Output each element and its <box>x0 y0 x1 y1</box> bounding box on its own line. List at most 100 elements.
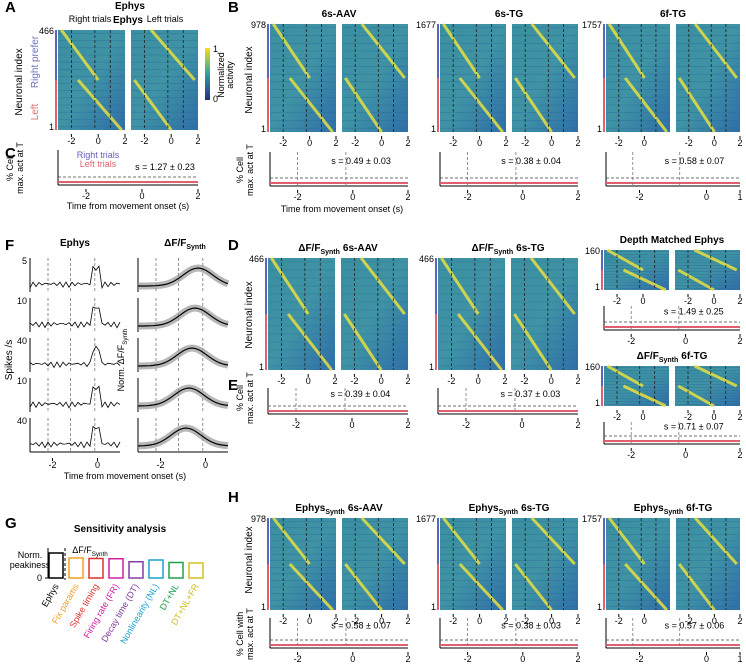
peakiness-score: s = 0.57 ± 0.06 <box>665 621 725 631</box>
x-tick-label: 0 <box>379 616 384 626</box>
text-part: 6f-TG <box>686 503 712 514</box>
label: Neuronal index <box>244 46 255 113</box>
text-part: Norm. ΔF/F <box>116 344 126 391</box>
x-tick-label: -2 <box>294 654 302 664</box>
text-part: Synth <box>122 328 129 345</box>
x-tick-label: 2 <box>195 136 200 146</box>
x-tick-label: 0 <box>683 336 688 346</box>
heatmap <box>438 258 505 370</box>
bar <box>88 557 104 579</box>
panel-letter: H <box>228 489 239 506</box>
x-tick-label: -2 <box>277 376 285 386</box>
label: Left trials <box>147 14 184 24</box>
y-tick-label: 5 <box>22 256 27 266</box>
text-part: Synth <box>659 357 678 364</box>
y-tick-label: 1 <box>261 602 266 612</box>
side-bar <box>601 366 603 386</box>
x-tick-label: -2 <box>613 412 621 422</box>
y-tick-label: 466 <box>419 254 434 264</box>
y-tick-label: 466 <box>249 254 264 264</box>
peakiness-score: s = 0.39 ± 0.04 <box>331 389 391 399</box>
map-title: 6f-TG <box>660 9 686 20</box>
x-tick-label: 2 <box>503 616 508 626</box>
x-tick-label: -2 <box>449 138 457 148</box>
peakiness-score: s = 0.38 ± 0.03 <box>501 621 561 631</box>
panel-letter: E <box>228 377 238 394</box>
text-part: Ephys <box>295 503 325 514</box>
label: ΔF/FSynth <box>164 238 206 251</box>
map-title: Ephys <box>113 15 143 26</box>
x-tick-label: -2 <box>279 616 287 626</box>
map-title: 6s-TG <box>495 9 524 20</box>
text-part: 6s-AAV <box>348 503 383 514</box>
x-tick-label: 0 <box>307 616 312 626</box>
x-tick-label: 0 <box>477 138 482 148</box>
activity-band <box>270 257 310 315</box>
side-bar <box>267 24 269 78</box>
trace <box>29 425 121 449</box>
x-tick-label: -2 <box>635 192 643 202</box>
peakiness-score: s = 0.58 ± 0.07 <box>665 156 725 166</box>
label: Time from movement onset (s) <box>281 204 403 214</box>
peakiness-score: s = 0.58 ± 0.07 <box>331 621 391 631</box>
x-tick-label: -2 <box>685 616 693 626</box>
text-part: Synth <box>499 509 518 516</box>
x-tick-label: 0 <box>711 412 716 422</box>
trace <box>29 265 121 290</box>
heatmap <box>270 518 336 610</box>
x-tick-label: 0 <box>549 376 554 386</box>
heatmap <box>606 518 670 610</box>
x-tick-label: 0 <box>642 138 647 148</box>
peakiness-score: s = 0.38 ± 0.04 <box>501 156 561 166</box>
activity-band <box>677 77 716 133</box>
activity-band <box>458 77 504 133</box>
activity-band <box>694 23 738 79</box>
label: Right trials <box>69 14 112 24</box>
y-tick-label: 1 <box>49 122 54 132</box>
activity-band <box>607 23 646 79</box>
side-bar <box>603 564 605 610</box>
activity-band <box>693 364 738 388</box>
activity-band <box>360 23 406 79</box>
activity-band <box>344 77 383 133</box>
text-part: ΔF/F <box>72 545 92 555</box>
x-tick-label: 0 <box>683 450 688 460</box>
x-tick-label: 2 <box>405 376 410 386</box>
y-tick-label: 10 <box>17 296 27 306</box>
panel-letter: C <box>5 145 16 162</box>
label: Left trials <box>80 159 117 169</box>
heatmap <box>440 24 506 132</box>
x-tick-label: 0 <box>95 460 100 470</box>
label: Neuronal index <box>14 48 25 115</box>
text-part: 6s-AAV <box>343 243 378 254</box>
heatmap <box>268 258 335 370</box>
text-part: 6f-TG <box>681 351 707 362</box>
x-tick-label: -2 <box>635 654 643 664</box>
label: % Cell <box>235 157 245 183</box>
side-bar <box>437 564 439 610</box>
map-title: ΔF/FSynth 6s-AAV <box>298 243 378 256</box>
x-tick-label: 0 <box>477 616 482 626</box>
bar <box>128 561 144 579</box>
label: max. act at T <box>15 142 25 194</box>
y-tick-label: 978 <box>251 20 266 30</box>
label: Sensitivity analysis <box>74 524 167 535</box>
x-tick-label: 2 <box>575 138 580 148</box>
text-part: ΔF/F <box>164 238 186 249</box>
x-tick-label: 0 <box>350 192 355 202</box>
label: Time from movement onset (s) <box>64 471 186 481</box>
x-tick-label: -2 <box>521 138 529 148</box>
x-tick-label: -2 <box>684 296 692 306</box>
activity-band <box>624 562 668 612</box>
side-bar <box>601 386 603 406</box>
side-bar <box>435 314 437 370</box>
x-tick-label: 2 <box>737 336 742 346</box>
trace <box>138 347 229 367</box>
text-part: Ephys <box>469 503 499 514</box>
x-tick-label: 0 <box>379 138 384 148</box>
y-tick-label: 160 <box>585 246 600 256</box>
activity-band <box>286 313 333 371</box>
side-bar <box>435 258 437 314</box>
x-tick-label: -2 <box>521 616 529 626</box>
